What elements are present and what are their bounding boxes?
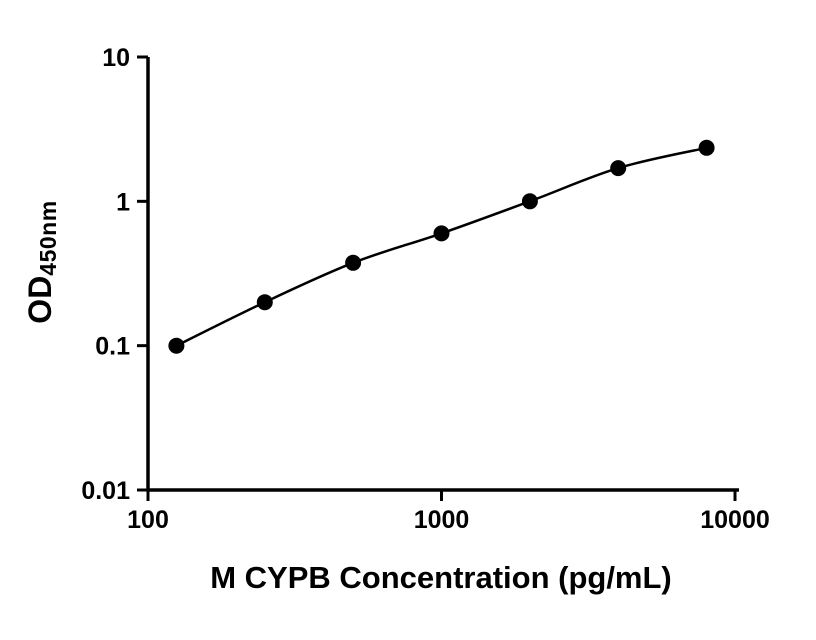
data-point <box>610 160 627 177</box>
data-point <box>521 193 538 210</box>
data-point <box>698 139 715 156</box>
data-point <box>433 225 450 242</box>
x-tick-label: 1000 <box>414 506 470 534</box>
y-axis-title-subscript: 450nm <box>35 200 62 276</box>
axes <box>146 57 739 492</box>
x-axis-title: M CYPB Concentration (pg/mL) <box>210 560 672 595</box>
y-tick-label: 0.01 <box>81 477 130 505</box>
y-tick-label: 1 <box>116 188 130 216</box>
data-point <box>345 254 362 271</box>
y-axis-title: OD450nm <box>22 200 62 323</box>
y-tick-label: 10 <box>102 44 130 72</box>
standard-curve-line <box>175 146 707 347</box>
y-tick-label: 0.1 <box>95 333 130 361</box>
data-point <box>168 337 185 354</box>
y-axis-title-main: OD <box>21 275 58 324</box>
x-tick-label: 100 <box>127 506 169 534</box>
x-tick-label: 10000 <box>700 506 770 534</box>
data-point <box>256 294 273 311</box>
